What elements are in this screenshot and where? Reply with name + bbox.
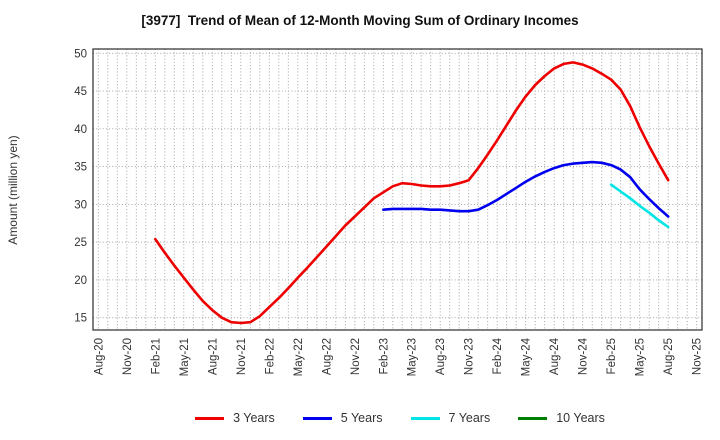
y-tick-label: 50: [74, 48, 87, 60]
x-tick-label: Feb-22: [264, 338, 276, 374]
chart-title: [3977] Trend of Mean of 12-Month Moving …: [141, 13, 579, 28]
y-tick-label: 45: [74, 86, 87, 98]
y-tick-label: 30: [74, 199, 87, 211]
legend-label: 3 Years: [233, 411, 275, 425]
x-tick-label: Feb-25: [606, 338, 618, 374]
x-tick-label: Nov-20: [122, 338, 134, 375]
x-tick-label: May-25: [635, 338, 647, 376]
plot-area: 50 45 40 35 30 25 20 15 Aug-20 Nov-20 Feb-21 May-21…: [6, 48, 704, 376]
legend-line-swatch: [410, 416, 440, 420]
x-tick-label: Feb-23: [378, 338, 390, 374]
x-tick-label: Aug-24: [549, 337, 561, 375]
x-tick-label: Nov-25: [692, 338, 704, 375]
legend-label: 10 Years: [556, 411, 605, 425]
x-tick-label: Aug-20: [93, 338, 105, 375]
x-tick-label: Nov-24: [578, 337, 590, 375]
legend-line-swatch: [195, 416, 225, 420]
x-tick-label: Aug-22: [321, 338, 333, 375]
x-tick-label: Aug-25: [663, 338, 675, 375]
series-line-5-years: [381, 160, 670, 218]
legend: 3 Years 5 Years 7 Years 10 Years: [80, 407, 720, 429]
x-tick-label: Nov-22: [350, 338, 362, 375]
legend-item-10-years: 10 Years: [518, 411, 605, 425]
x-tick-label: Feb-24: [492, 337, 504, 374]
x-tick-label: Aug-23: [435, 338, 447, 375]
legend-line-swatch: [302, 416, 332, 420]
x-tick-label: Nov-23: [464, 338, 476, 375]
legend-label: 7 Years: [448, 411, 491, 425]
x-tick-label: Feb-21: [150, 338, 162, 374]
x-tick-label: May-24: [521, 337, 533, 376]
plot-frame: [92, 48, 703, 331]
legend-item-5-years: 5 Years: [302, 411, 383, 425]
legend-line-swatch: [518, 416, 548, 420]
x-tick-label: May-21: [179, 338, 191, 376]
y-tick-label: 15: [74, 313, 87, 325]
x-tick-label: May-22: [293, 338, 305, 376]
series-line-3-years: [154, 61, 670, 325]
y-axis-label: Amount (million yen): [6, 135, 20, 244]
legend-item-3-years: 3 Years: [195, 411, 275, 425]
y-tick-label: 20: [74, 275, 87, 287]
legend-item-7-years: 7 Years: [410, 411, 491, 425]
x-tick-label: Aug-21: [207, 338, 219, 375]
legend-label: 5 Years: [340, 411, 383, 425]
y-tick-label: 35: [74, 162, 87, 174]
y-tick-label: 40: [74, 124, 87, 136]
x-tick-label: May-23: [407, 338, 419, 376]
y-tick-label: 25: [74, 237, 87, 249]
x-tick-label: Nov-21: [236, 338, 248, 375]
series-line-7-years: [609, 183, 670, 229]
